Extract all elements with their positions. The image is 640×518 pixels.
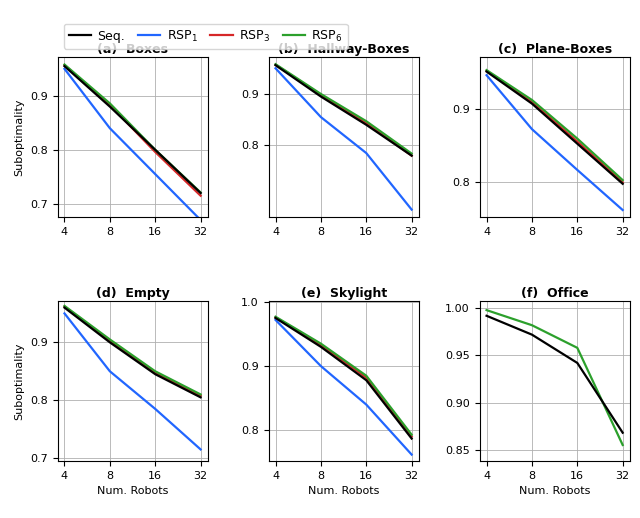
Title: (e)  Skylight: (e) Skylight (301, 286, 387, 299)
X-axis label: Num. Robots: Num. Robots (308, 486, 380, 496)
Y-axis label: Suboptimality: Suboptimality (15, 342, 24, 420)
Legend: Seq., RSP$_1$, RSP$_3$, RSP$_6$: Seq., RSP$_1$, RSP$_3$, RSP$_6$ (64, 24, 348, 49)
Title: (b)  Hallway-Boxes: (b) Hallway-Boxes (278, 43, 410, 56)
Title: (d)  Empty: (d) Empty (96, 286, 170, 299)
Title: (c)  Plane-Boxes: (c) Plane-Boxes (498, 43, 612, 56)
Y-axis label: Suboptimality: Suboptimality (15, 98, 24, 176)
Title: (f)  Office: (f) Office (521, 286, 589, 299)
X-axis label: Num. Robots: Num. Robots (519, 486, 591, 496)
X-axis label: Num. Robots: Num. Robots (97, 486, 169, 496)
Title: (a)  Boxes: (a) Boxes (97, 43, 168, 56)
